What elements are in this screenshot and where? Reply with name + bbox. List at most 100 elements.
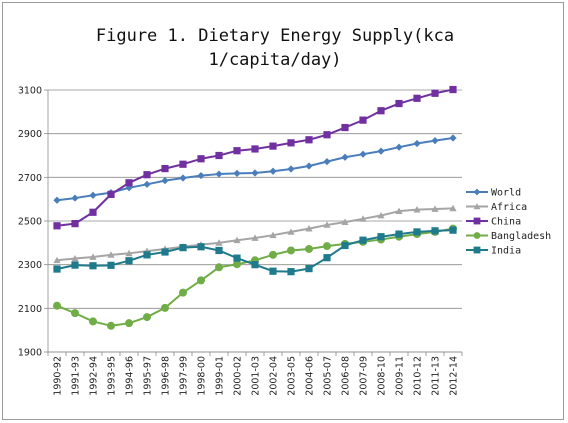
data-point-india xyxy=(143,251,151,259)
data-point-world xyxy=(233,169,241,178)
data-point-bangladesh xyxy=(71,309,79,318)
data-point-india xyxy=(53,265,61,273)
data-point-china xyxy=(161,165,169,173)
data-point-bangladesh xyxy=(269,250,277,259)
data-point-world xyxy=(53,196,61,204)
data-point-africa xyxy=(53,256,61,264)
data-point-china xyxy=(341,123,349,132)
data-point-india xyxy=(287,268,295,276)
data-point-world xyxy=(431,137,439,145)
data-point-africa xyxy=(251,234,259,241)
data-point-india xyxy=(251,261,259,269)
data-point-china xyxy=(323,131,331,139)
data-point-china xyxy=(53,222,61,230)
data-point-india xyxy=(359,236,367,244)
series-line-bangladesh xyxy=(56,227,454,327)
data-point-china xyxy=(413,94,421,102)
data-point-india xyxy=(107,261,115,269)
data-point-india xyxy=(341,241,349,250)
y-tick-label: 2700 xyxy=(18,173,42,184)
data-point-china xyxy=(89,208,97,216)
data-point-china xyxy=(143,171,151,179)
x-tick-label: 1998-00 xyxy=(197,356,208,396)
y-tick-label: 1900 xyxy=(18,348,42,359)
data-point-bangladesh xyxy=(215,263,223,272)
x-tick-label: 1991-93 xyxy=(71,356,82,396)
data-point-india xyxy=(125,257,133,265)
data-point-africa xyxy=(107,251,115,258)
x-tick-label: 1999-01 xyxy=(215,356,226,396)
data-point-china xyxy=(215,151,223,160)
data-point-africa xyxy=(395,207,403,215)
x-tick-label: 2007-09 xyxy=(359,356,370,396)
data-point-bangladesh xyxy=(89,317,97,326)
data-point-world xyxy=(449,134,457,142)
data-point-bangladesh xyxy=(143,313,151,322)
y-tick-label: 3100 xyxy=(18,86,42,97)
data-point-world xyxy=(179,174,187,182)
legend-label-china: China xyxy=(491,217,521,228)
data-point-africa xyxy=(323,221,331,228)
data-point-africa xyxy=(431,205,439,212)
data-point-bangladesh xyxy=(125,319,133,328)
legend-label-india: India xyxy=(491,246,521,257)
x-tick-label: 2012-14 xyxy=(449,356,460,396)
data-point-africa xyxy=(125,249,133,257)
data-point-india xyxy=(215,246,223,255)
data-point-africa xyxy=(377,211,385,219)
data-point-china xyxy=(233,147,241,155)
data-point-china xyxy=(179,160,187,168)
y-tick-label: 2500 xyxy=(18,217,42,228)
data-point-world xyxy=(323,158,331,166)
data-point-africa xyxy=(287,228,295,235)
data-point-world xyxy=(413,139,421,148)
data-point-bangladesh xyxy=(197,276,205,285)
x-tick-label: 2002-04 xyxy=(269,356,280,396)
data-point-india xyxy=(413,228,421,236)
data-point-bangladesh xyxy=(107,321,115,330)
data-point-world xyxy=(143,180,151,188)
data-point-india xyxy=(449,226,457,234)
data-point-india xyxy=(179,244,187,252)
data-point-africa xyxy=(233,236,241,244)
data-point-china xyxy=(449,85,457,94)
chart-title: Figure 1. Dietary Energy Supply(kca 1/ca… xyxy=(95,26,455,70)
data-point-india xyxy=(161,248,169,256)
x-tick-label: 1996-98 xyxy=(161,356,172,396)
x-tick-label: 2005-07 xyxy=(323,356,334,396)
data-point-china xyxy=(287,139,295,147)
data-point-africa xyxy=(359,215,367,222)
data-point-china xyxy=(395,99,403,108)
data-point-africa xyxy=(71,254,79,262)
data-point-india xyxy=(269,267,277,275)
data-point-africa xyxy=(449,204,457,212)
data-point-china xyxy=(377,107,385,115)
legend-marker-india xyxy=(473,246,481,254)
legend-label-bangladesh: Bangladesh xyxy=(491,231,551,242)
x-tick-label: 1994-96 xyxy=(125,356,136,396)
x-tick-label: 1990-92 xyxy=(53,356,64,396)
data-point-africa xyxy=(269,231,277,239)
x-tick-label: 2006-08 xyxy=(341,356,352,396)
data-point-world xyxy=(305,162,313,170)
x-tick-label: 2010-12 xyxy=(413,356,424,396)
data-point-india xyxy=(233,254,241,262)
data-point-china xyxy=(431,89,439,97)
data-point-india xyxy=(377,233,385,241)
data-point-india xyxy=(197,243,205,251)
x-tick-label: 2001-03 xyxy=(251,356,262,396)
data-point-africa xyxy=(341,218,349,225)
x-tick-label: 2000-02 xyxy=(233,356,244,396)
data-point-world xyxy=(215,170,223,178)
x-tick-label: 2008-10 xyxy=(377,356,388,396)
legend-marker-world xyxy=(473,188,481,196)
y-tick-label: 2900 xyxy=(18,129,42,140)
data-point-world xyxy=(341,153,349,161)
series-line-china xyxy=(56,88,454,227)
data-point-china xyxy=(71,220,79,228)
data-point-world xyxy=(359,150,367,158)
data-point-china xyxy=(359,116,367,124)
data-point-world xyxy=(251,169,259,177)
data-point-world xyxy=(71,194,79,202)
